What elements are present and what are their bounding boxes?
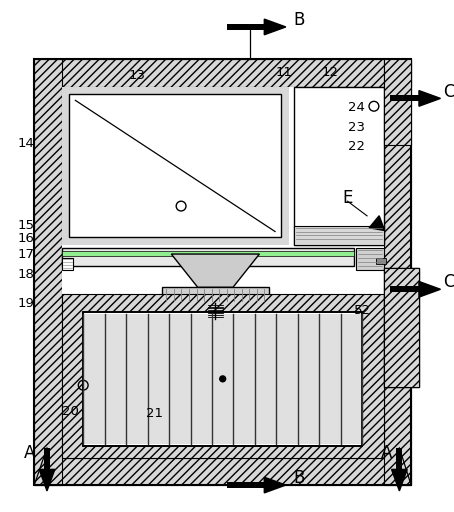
Text: A: A (381, 444, 392, 462)
Text: 23: 23 (349, 121, 365, 134)
Polygon shape (62, 87, 384, 458)
Text: 52: 52 (355, 304, 371, 317)
Text: 15: 15 (18, 219, 35, 231)
Polygon shape (369, 216, 385, 230)
Polygon shape (396, 448, 402, 470)
Polygon shape (191, 314, 212, 444)
Text: 13: 13 (128, 69, 146, 82)
Polygon shape (384, 59, 411, 485)
Polygon shape (34, 59, 411, 87)
Polygon shape (276, 314, 298, 444)
Polygon shape (34, 458, 411, 485)
Polygon shape (39, 470, 55, 491)
Polygon shape (126, 314, 148, 444)
Text: 24: 24 (349, 101, 365, 114)
Polygon shape (62, 251, 355, 256)
Text: 11: 11 (276, 66, 292, 79)
Polygon shape (390, 95, 419, 101)
Text: 22: 22 (349, 140, 365, 153)
Polygon shape (340, 314, 362, 444)
Text: 19: 19 (18, 297, 35, 310)
Polygon shape (294, 87, 384, 245)
Polygon shape (294, 226, 384, 245)
Text: 12: 12 (321, 66, 338, 79)
Text: 20: 20 (62, 404, 79, 418)
Polygon shape (264, 477, 286, 493)
Polygon shape (171, 254, 259, 287)
Polygon shape (264, 19, 286, 35)
Polygon shape (69, 95, 281, 238)
Circle shape (220, 376, 226, 382)
Text: 16: 16 (18, 232, 35, 245)
Polygon shape (255, 314, 276, 444)
Text: 14: 14 (18, 137, 35, 151)
Polygon shape (419, 91, 440, 106)
Polygon shape (233, 314, 255, 444)
Polygon shape (105, 314, 126, 444)
Polygon shape (83, 314, 105, 444)
Polygon shape (227, 482, 264, 488)
Polygon shape (376, 258, 386, 264)
Polygon shape (162, 287, 269, 303)
Text: C: C (444, 273, 454, 291)
Polygon shape (298, 314, 319, 444)
Text: B: B (294, 11, 305, 29)
Polygon shape (62, 294, 384, 458)
Polygon shape (384, 268, 419, 387)
Polygon shape (390, 286, 419, 292)
Polygon shape (212, 314, 233, 444)
Polygon shape (148, 314, 169, 444)
Polygon shape (34, 59, 62, 485)
Polygon shape (62, 248, 355, 266)
Polygon shape (419, 282, 440, 297)
Text: 18: 18 (18, 268, 35, 281)
Polygon shape (62, 87, 289, 245)
Polygon shape (62, 258, 74, 270)
Polygon shape (384, 268, 419, 387)
Text: 17: 17 (18, 248, 35, 261)
Polygon shape (83, 312, 362, 446)
Text: 21: 21 (146, 407, 163, 419)
Polygon shape (227, 24, 264, 30)
Polygon shape (356, 248, 384, 270)
Polygon shape (44, 448, 50, 470)
Polygon shape (391, 470, 407, 491)
Text: A: A (24, 444, 35, 462)
Polygon shape (384, 59, 411, 145)
Text: E: E (343, 189, 353, 207)
Text: C: C (444, 82, 454, 100)
Polygon shape (169, 314, 191, 444)
Text: B: B (294, 469, 305, 487)
Polygon shape (319, 314, 340, 444)
